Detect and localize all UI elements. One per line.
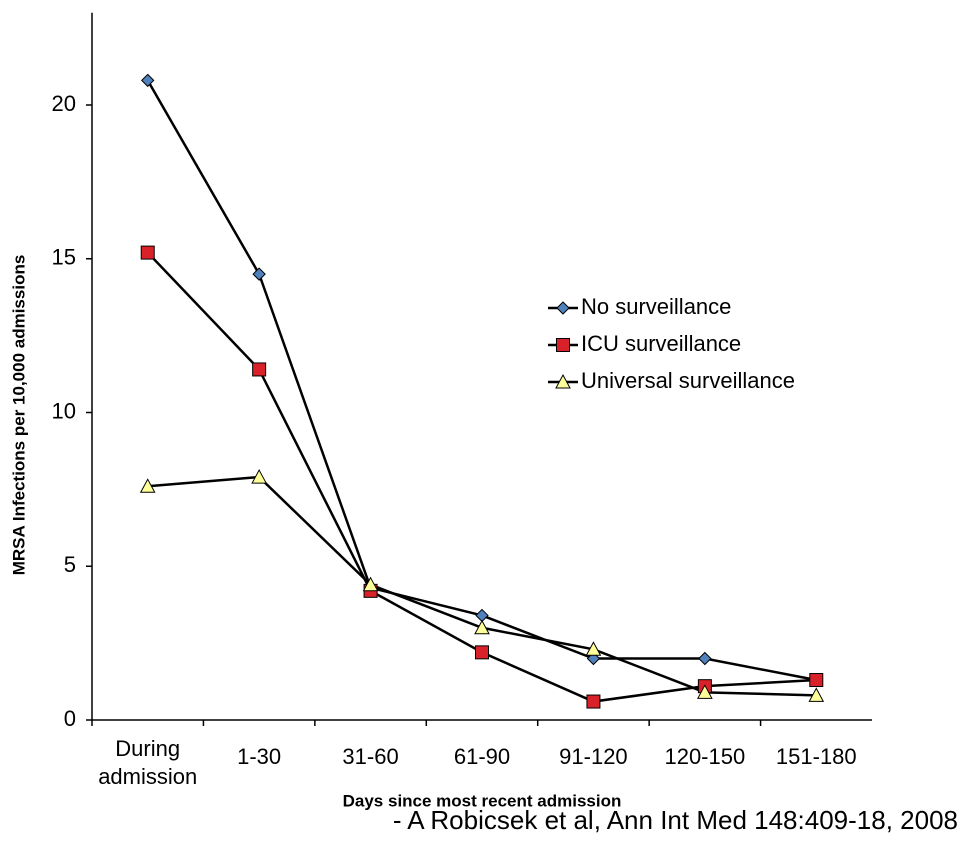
- data-point: [474, 619, 490, 635]
- y-tick-label: 0: [64, 706, 76, 731]
- data-point: [585, 641, 602, 656]
- legend-marker: [556, 301, 570, 315]
- x-tick-label: 61-90: [454, 744, 510, 769]
- legend-marker: [556, 338, 570, 352]
- x-tick-label: 31-60: [342, 744, 398, 769]
- x-tick-label: 91-120: [559, 744, 628, 769]
- y-tick-label: 15: [52, 245, 76, 270]
- data-point: [809, 673, 824, 688]
- data-point: [139, 478, 156, 493]
- y-tick-label: 10: [52, 398, 76, 423]
- legend-label: No surveillance: [581, 294, 731, 319]
- legend-marker: [555, 373, 571, 389]
- data-point: [475, 645, 489, 660]
- data-point: [362, 576, 379, 592]
- citation: - A Robicsek et al, Ann Int Med 148:409-…: [393, 805, 958, 835]
- data-point: [251, 469, 267, 484]
- data-point: [140, 245, 155, 260]
- data-point: [141, 73, 155, 88]
- data-point: [475, 608, 489, 623]
- x-tick-label: 151-180: [776, 744, 857, 769]
- data-point: [697, 684, 713, 699]
- data-point: [252, 362, 267, 377]
- x-tick-label: 1-30: [237, 744, 281, 769]
- x-tick-label: During admission: [98, 736, 197, 789]
- y-tick-label: 20: [52, 91, 76, 116]
- data-point: [252, 267, 266, 281]
- data-point: [698, 651, 712, 666]
- data-point: [808, 687, 825, 702]
- data-point: [586, 694, 601, 709]
- x-tick-label: 120-150: [664, 744, 745, 769]
- series-line: [147, 475, 817, 697]
- x-axis-title: Days since most recent admission: [343, 791, 622, 810]
- y-tick-label: 5: [64, 552, 76, 577]
- legend-label: Universal surveillance: [581, 368, 795, 393]
- legend-label: ICU surveillance: [581, 331, 741, 356]
- y-axis-title: MRSA Infections per 10,000 admissions: [9, 255, 28, 576]
